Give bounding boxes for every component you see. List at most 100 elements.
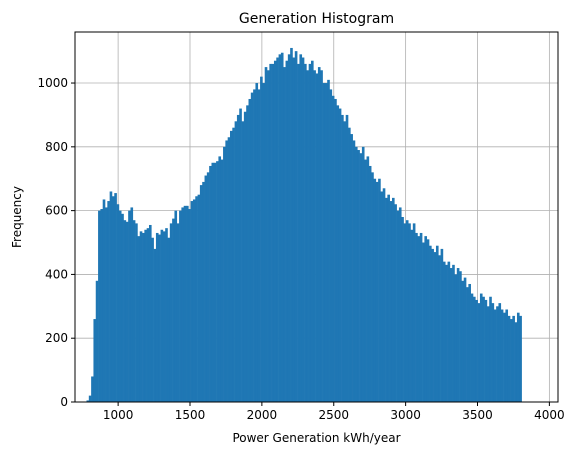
histogram-bar [373,178,377,402]
histogram-bar [354,146,358,402]
histogram-bar [260,76,263,402]
histogram-bar [195,196,198,402]
histogram-bar [86,400,90,402]
histogram-bar [403,223,407,402]
histogram-bar [264,67,268,402]
histogram-bar [88,395,92,402]
histogram-bar [271,63,275,403]
histogram-bar [116,204,120,402]
histogram-bar [352,140,356,402]
histogram-bar [512,315,515,402]
histogram-bar [447,261,451,402]
histogram-bar [461,280,465,402]
histogram-bar [276,57,279,402]
histogram-bar [255,83,259,402]
histogram-bar [345,114,349,403]
histogram-bar [304,63,307,403]
histogram-bar [371,172,374,402]
histogram-bar [204,175,208,402]
histogram-bar [165,228,168,402]
histogram-bar [98,210,101,402]
histogram-bar [186,205,189,402]
histogram-bar [442,261,446,402]
histogram-bar [313,70,316,402]
histogram-bar [93,319,97,402]
histogram-bar [479,293,483,402]
histogram-bar [278,54,282,403]
histogram-bar [317,67,321,402]
chart-title: Generation Histogram [239,11,394,27]
histogram-bar [294,51,298,402]
histogram-bar [241,121,245,402]
histogram-bar [95,280,99,402]
histogram-bar [130,207,134,402]
histogram-bar [368,165,372,402]
histogram-bar [139,231,143,402]
histogram-bar [482,296,485,402]
histogram-bar [176,223,180,402]
histogram-bar [169,223,173,402]
histogram-bar [329,89,333,403]
histogram-bar [287,54,291,403]
histogram-bars [86,47,522,403]
histogram-bar [199,185,203,402]
histogram-bar [440,248,444,402]
histogram-bar [306,70,309,402]
histogram-bar [299,54,303,403]
histogram-bar [491,303,495,402]
histogram-bar [431,248,434,402]
x-tick-label: 3500 [462,408,493,422]
histogram-bar [292,57,296,402]
histogram-bar [234,121,238,402]
histogram-bar [146,228,150,402]
histogram-bar [419,232,423,402]
histogram-bar [206,172,210,402]
histogram-bar [269,63,272,403]
histogram-bar [375,181,379,402]
histogram-bar [123,220,127,402]
x-tick-label: 1500 [175,408,206,422]
histogram-bar [135,223,138,402]
y-tick-label: 0 [60,395,68,409]
histogram-bar [338,108,342,402]
histogram-bar [498,303,502,402]
histogram-bar [290,47,293,403]
histogram-bar [218,156,222,402]
histogram-bar [197,194,201,402]
histogram-bar [519,315,522,402]
histogram-bar [102,199,106,402]
histogram-bar [125,221,129,402]
x-tick-label: 4000 [534,408,565,422]
histogram-bar [301,57,305,402]
histogram-bar [280,52,284,402]
histogram-bar [350,134,353,402]
histogram-bar [438,255,441,402]
histogram-bar [452,264,455,402]
histogram-bar [366,156,370,402]
histogram-bar [246,105,249,403]
histogram-bar [202,181,205,402]
histogram-bar [213,162,217,402]
histogram-bar [100,209,104,402]
histogram-bar [445,264,448,402]
histogram-bar [359,153,363,402]
histogram-bar [114,193,117,402]
histogram-bar [422,242,425,402]
histogram-bar [475,299,478,402]
histogram-bar [158,234,161,402]
histogram-bar [248,98,252,402]
histogram-bar [297,63,300,403]
histogram-bar [493,309,497,402]
histogram-bar [179,210,182,402]
axis-ticks: 1000 1500 2000 2500 3000 3500 4000 0 200 400 600 80… [37,76,564,422]
histogram-bar [378,178,381,402]
histogram-bar [162,231,166,402]
histogram-bar [348,127,351,403]
histogram-bar [343,121,347,402]
histogram-bar [236,114,240,403]
histogram-bar [229,130,233,402]
histogram-bar [167,237,171,402]
histogram-bar [463,277,467,402]
histogram-bar [209,165,212,402]
x-tick-label: 1000 [103,408,134,422]
